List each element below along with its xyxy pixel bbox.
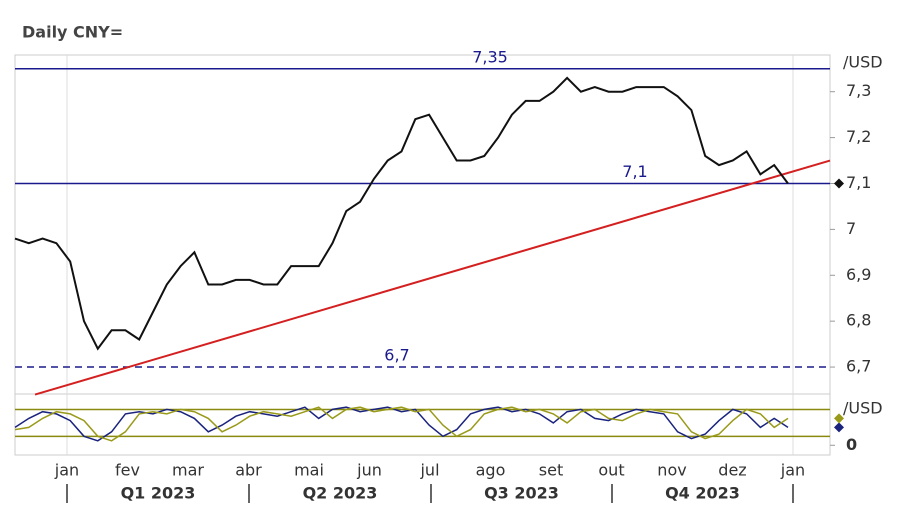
- x-tick-label: ago: [476, 461, 506, 480]
- x-tick-label: nov: [657, 461, 686, 480]
- quarter-label: Q4 2023: [665, 484, 740, 503]
- y-tick-label: 7,3: [846, 81, 871, 100]
- y-tick-label: 7,2: [846, 127, 871, 146]
- trend-line: [34, 159, 831, 396]
- last-price-marker: [834, 178, 844, 189]
- chart-title: Daily CNY=: [22, 23, 123, 42]
- reference-label: 6,7: [384, 346, 409, 365]
- x-tick-label: dez: [718, 461, 746, 480]
- x-tick-label: jul: [419, 461, 439, 480]
- reference-label: 7,35: [472, 47, 508, 66]
- x-tick-label: abr: [235, 461, 262, 480]
- osc-line: [14, 406, 789, 442]
- y-axis-label: /USD: [843, 53, 883, 72]
- quarter-label: Q1 2023: [121, 484, 196, 503]
- x-tick-label: set: [539, 461, 563, 480]
- x-tick-label: mai: [294, 461, 324, 480]
- quarter-label: Q3 2023: [484, 484, 559, 503]
- x-tick-label: out: [598, 461, 624, 480]
- x-tick-label: jun: [356, 461, 382, 480]
- osc-axis-label: /USD: [843, 399, 883, 418]
- x-tick-label: fev: [115, 461, 140, 480]
- osc-last-marker: [834, 422, 844, 433]
- reference-label: 7,1: [622, 162, 647, 181]
- x-tick-label: jan: [780, 461, 805, 480]
- y-tick-label: 6,8: [846, 311, 871, 330]
- osc-last-marker: [834, 413, 844, 424]
- x-tick-label: jan: [54, 461, 79, 480]
- y-tick-label: 7,1: [846, 173, 871, 192]
- osc-tick-label: 0: [846, 435, 857, 454]
- y-tick-label: 7: [846, 219, 856, 238]
- quarter-label: Q2 2023: [303, 484, 378, 503]
- price-line: [14, 76, 789, 351]
- y-tick-label: 6,9: [846, 265, 871, 284]
- plot-frame: [14, 54, 831, 456]
- x-tick-label: mar: [172, 461, 204, 480]
- y-tick-label: 6,7: [846, 357, 871, 376]
